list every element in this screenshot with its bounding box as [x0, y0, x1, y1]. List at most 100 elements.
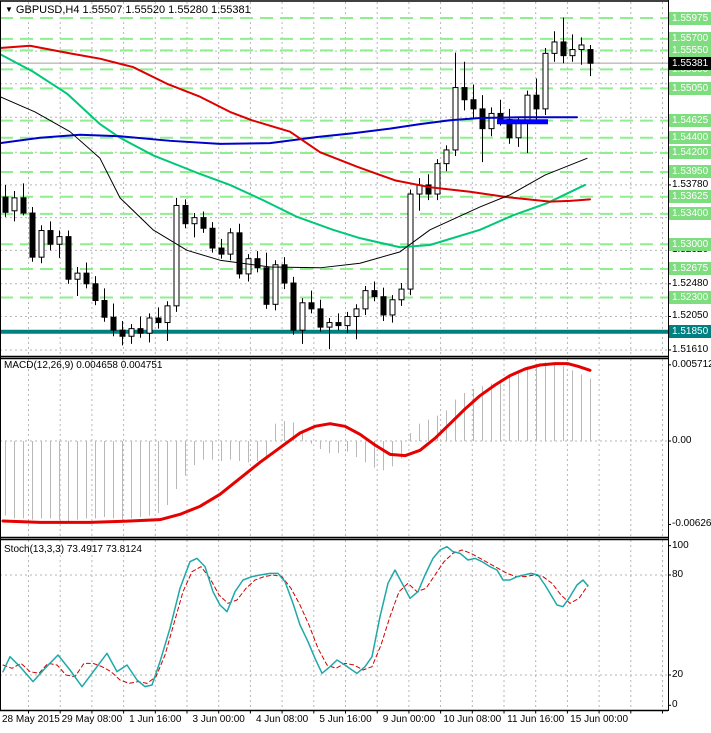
candle-body: [128, 328, 135, 337]
candle-body: [569, 49, 576, 57]
candle-body: [281, 264, 288, 284]
candle-body: [119, 329, 126, 337]
candle-body: [38, 230, 45, 258]
candle-body: [407, 193, 414, 290]
time-axis-label: 3 Jun 00:00: [192, 714, 245, 725]
price-level-badge: 1.54625: [669, 114, 711, 128]
stoch-axis-label: 20: [672, 669, 684, 680]
price-level-badge: 1.52300: [669, 290, 711, 304]
candle-body: [443, 149, 450, 165]
candle-body: [560, 41, 567, 57]
candle-body: [56, 236, 63, 245]
candle-body: [146, 317, 153, 334]
candle-body: [137, 328, 144, 334]
candle-body: [173, 204, 180, 307]
candle-body: [2, 196, 9, 213]
candle-body: [65, 236, 72, 280]
stoch-axis-label: 0: [672, 699, 678, 711]
candle-body: [371, 290, 378, 298]
candle-body: [533, 94, 540, 110]
candle-body: [47, 230, 54, 245]
candle-body: [218, 247, 225, 255]
macd-signal-line: [1, 362, 592, 524]
current-price-badge: 1.55381: [669, 56, 711, 70]
time-axis-label: 28 May 2015: [2, 714, 60, 725]
price-level-badge: 1.55975: [669, 11, 711, 25]
candle-body: [380, 296, 387, 316]
candle-body: [191, 217, 198, 225]
candle-body: [524, 94, 531, 124]
symbol-dropdown-icon[interactable]: ▼: [5, 5, 13, 14]
candle-body: [227, 232, 234, 255]
price-level-badge: 1.53625: [669, 190, 711, 204]
price-level-badge: 1.53400: [669, 207, 711, 221]
price-level-badge: 1.55050: [669, 81, 711, 95]
candle-body: [362, 290, 369, 310]
price-tick-label: 1.53780: [672, 178, 709, 190]
candle-body: [335, 322, 342, 327]
ma-green-line: [0, 53, 586, 249]
candle-body: [101, 300, 108, 318]
candle-body: [92, 283, 99, 302]
candle-body: [182, 204, 189, 225]
candle-body: [389, 299, 396, 316]
candle-body: [29, 212, 36, 258]
macd-indicator-label: MACD(12,26,9) 0.004658 0.004751: [4, 360, 163, 371]
ma-blue-line: [0, 116, 578, 145]
candle-body: [245, 258, 252, 275]
candle-body: [515, 122, 522, 139]
candle-body: [317, 308, 324, 328]
candle-body: [263, 267, 270, 305]
candle-body: [164, 305, 171, 324]
candle-body: [236, 232, 243, 275]
candle-body: [254, 258, 261, 269]
candle-body: [488, 112, 495, 130]
candle-body: [290, 282, 297, 331]
price-level-badge: 1.54400: [669, 131, 711, 145]
macd-axis-label: 0.005712: [672, 358, 711, 370]
time-axis-label: 5 Jun 16:00: [319, 714, 372, 725]
candle-body: [470, 99, 477, 110]
symbol-quote-text: GBPUSD,H4 1.55507 1.55520 1.55280 1.5538…: [15, 4, 251, 16]
ma-red-line: [0, 44, 591, 203]
candle-body: [344, 315, 351, 327]
stoch-axis-label: 80: [672, 569, 684, 580]
candle-body: [551, 41, 558, 54]
stoch-axis-label: 100: [672, 539, 689, 551]
candle-body: [353, 308, 360, 317]
candle-body: [20, 197, 27, 214]
price-level-badge: 1.53950: [669, 165, 711, 179]
price-tick-label: 1.52480: [672, 277, 709, 289]
teal-level-badge: 1.51850: [669, 325, 711, 339]
candle-body: [326, 322, 333, 328]
candle-body: [434, 163, 441, 195]
stoch-d-line: [2, 549, 589, 684]
time-axis-label: 11 Jun 16:00: [507, 714, 565, 725]
candle-body: [578, 44, 585, 51]
ma-black-line: [0, 96, 588, 269]
time-axis-label: 9 Jun 00:00: [382, 714, 436, 725]
price-level-badge: 1.52675: [669, 262, 711, 276]
candle-body: [155, 317, 162, 324]
candle-body: [461, 87, 468, 101]
candle-body: [587, 49, 594, 64]
time-axis-label: 1 Jun 16:00: [129, 714, 182, 725]
price-tick-label: 1.52050: [672, 310, 709, 322]
stoch-k-line: [2, 545, 589, 688]
candle-body: [83, 272, 90, 285]
candle-body: [425, 184, 432, 195]
price-level-badge: 1.55550: [669, 43, 711, 57]
stoch-indicator-label: Stoch(13,3,3) 73.4917 73.8124: [4, 544, 142, 555]
time-axis-label: 10 Jun 08:00: [443, 714, 502, 725]
chart-title: ▼ GBPUSD,H4 1.55507 1.55520 1.55280 1.553…: [5, 4, 251, 16]
macd-axis-label: 0.00: [672, 435, 692, 446]
candle-body: [74, 272, 81, 280]
candle-body: [299, 302, 306, 331]
candle-body: [398, 288, 405, 301]
candle-body: [272, 264, 279, 305]
time-axis-label: 4 Jun 08:00: [255, 714, 309, 725]
price-level-badge: 1.53000: [669, 237, 711, 251]
candle-body: [542, 52, 549, 110]
